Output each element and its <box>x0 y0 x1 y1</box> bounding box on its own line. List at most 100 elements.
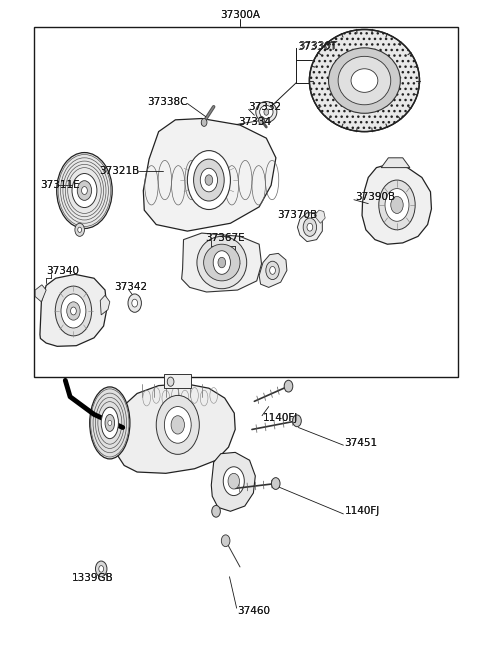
Text: 37390B: 37390B <box>355 192 395 202</box>
Circle shape <box>108 420 112 426</box>
Circle shape <box>218 257 226 268</box>
Text: 37338C: 37338C <box>147 97 187 107</box>
Text: 37342: 37342 <box>115 283 148 293</box>
Ellipse shape <box>77 180 92 200</box>
Text: 1339GB: 1339GB <box>72 573 113 583</box>
Circle shape <box>271 478 280 489</box>
Polygon shape <box>35 285 46 302</box>
Text: 37390B: 37390B <box>355 192 395 202</box>
Circle shape <box>293 415 301 426</box>
Text: 37332: 37332 <box>249 102 282 112</box>
Ellipse shape <box>105 415 115 432</box>
Circle shape <box>270 266 276 274</box>
Ellipse shape <box>260 106 273 119</box>
Circle shape <box>75 223 84 236</box>
Text: 37321B: 37321B <box>99 166 139 176</box>
Ellipse shape <box>57 153 112 228</box>
Text: 37340: 37340 <box>46 266 79 276</box>
Circle shape <box>307 223 313 231</box>
Circle shape <box>67 302 80 320</box>
Circle shape <box>193 159 224 201</box>
Bar <box>34 27 458 377</box>
Ellipse shape <box>204 244 240 281</box>
Circle shape <box>259 117 264 125</box>
Text: 1140FJ: 1140FJ <box>263 413 298 423</box>
Text: 1140FJ: 1140FJ <box>344 506 380 516</box>
Text: 37300A: 37300A <box>220 10 260 20</box>
Text: 37321B: 37321B <box>99 166 139 176</box>
Circle shape <box>167 377 174 386</box>
Circle shape <box>266 261 279 279</box>
Circle shape <box>379 180 415 230</box>
Ellipse shape <box>351 69 378 92</box>
Circle shape <box>55 286 92 336</box>
Text: 37311E: 37311E <box>40 180 80 190</box>
Polygon shape <box>362 165 432 244</box>
Ellipse shape <box>90 387 130 459</box>
Text: 37451: 37451 <box>344 438 377 447</box>
Polygon shape <box>100 295 110 315</box>
Text: 37460: 37460 <box>238 605 271 616</box>
Circle shape <box>61 294 86 328</box>
Circle shape <box>284 380 293 392</box>
Circle shape <box>187 151 230 209</box>
Circle shape <box>201 119 207 127</box>
Ellipse shape <box>72 173 97 207</box>
Circle shape <box>132 299 138 307</box>
Circle shape <box>264 109 269 115</box>
Polygon shape <box>259 253 287 287</box>
Text: 37311E: 37311E <box>40 180 80 190</box>
Ellipse shape <box>310 30 420 132</box>
Text: 37300A: 37300A <box>220 10 260 20</box>
Text: 37340: 37340 <box>46 266 79 276</box>
Text: 1339GB: 1339GB <box>72 573 113 583</box>
Text: 37370B: 37370B <box>277 211 317 220</box>
Text: 37367E: 37367E <box>205 233 245 243</box>
Text: 1140FJ: 1140FJ <box>344 506 380 516</box>
Circle shape <box>212 505 220 517</box>
Circle shape <box>164 407 191 443</box>
Text: 37330T: 37330T <box>299 41 337 51</box>
Circle shape <box>228 474 240 489</box>
Circle shape <box>213 251 230 274</box>
Polygon shape <box>298 213 323 241</box>
Text: 37330T: 37330T <box>298 41 336 52</box>
Polygon shape <box>381 158 410 168</box>
Circle shape <box>96 561 107 577</box>
Text: 37334: 37334 <box>238 117 271 127</box>
Ellipse shape <box>256 102 277 123</box>
Ellipse shape <box>328 48 400 113</box>
Circle shape <box>221 535 230 546</box>
Circle shape <box>391 196 403 213</box>
Text: 37460: 37460 <box>238 605 271 616</box>
Circle shape <box>99 565 104 572</box>
Text: 37451: 37451 <box>344 438 377 447</box>
Ellipse shape <box>197 236 247 289</box>
Circle shape <box>128 294 142 312</box>
Circle shape <box>205 174 213 185</box>
Bar <box>164 374 191 388</box>
Polygon shape <box>144 119 276 231</box>
Circle shape <box>156 396 199 455</box>
Circle shape <box>71 307 76 315</box>
Circle shape <box>223 467 244 495</box>
Circle shape <box>82 186 87 194</box>
Text: 37334: 37334 <box>238 117 271 127</box>
Circle shape <box>200 169 217 192</box>
Ellipse shape <box>101 407 119 439</box>
Polygon shape <box>314 210 325 223</box>
Text: 1140FJ: 1140FJ <box>263 413 298 423</box>
Polygon shape <box>40 274 107 346</box>
Circle shape <box>303 218 317 236</box>
Polygon shape <box>116 384 235 474</box>
Text: 37332: 37332 <box>249 102 282 112</box>
Circle shape <box>78 227 82 232</box>
Polygon shape <box>181 233 262 292</box>
Text: 37342: 37342 <box>115 283 148 293</box>
Ellipse shape <box>338 56 391 105</box>
Text: 37338C: 37338C <box>147 97 187 107</box>
Circle shape <box>171 416 184 434</box>
Text: 37370B: 37370B <box>277 211 317 220</box>
Text: 37367E: 37367E <box>205 233 245 243</box>
Polygon shape <box>211 453 255 511</box>
